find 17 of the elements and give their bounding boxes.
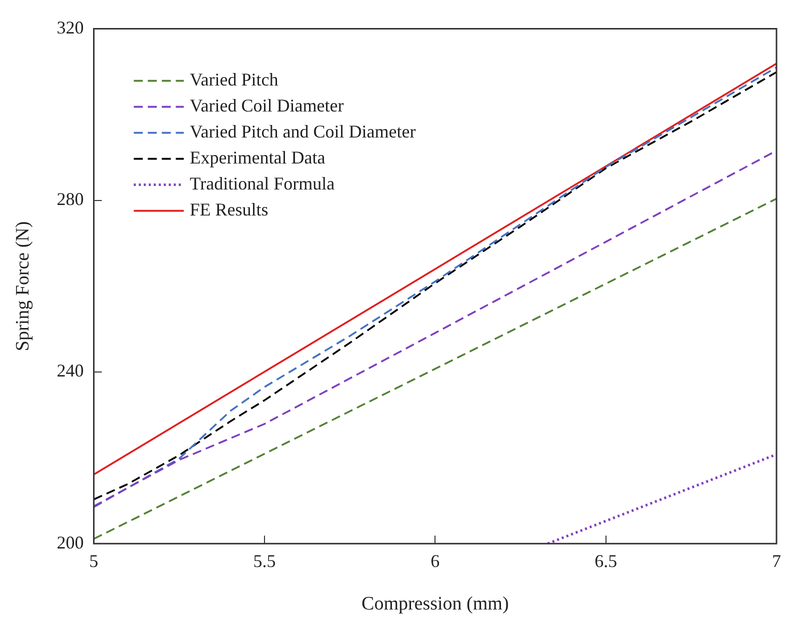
y-tick-label: 280 xyxy=(56,189,84,210)
y-tick-label: 240 xyxy=(56,360,84,381)
x-tick-label: 6 xyxy=(430,551,440,572)
y-tick-label: 200 xyxy=(56,532,84,552)
x-tick-label: 7 xyxy=(772,551,781,572)
legend-label: FE Results xyxy=(190,200,268,220)
x-axis-title: Compression (mm) xyxy=(362,594,509,615)
legend-label: Experimental Data xyxy=(190,148,326,168)
x-tick-label: 5 xyxy=(89,551,98,572)
legend-label: Traditional Formula xyxy=(190,174,335,194)
legend-label: Varied Coil Diameter xyxy=(190,96,344,116)
legend-label: Varied Pitch xyxy=(190,70,278,90)
x-tick-label: 5.5 xyxy=(253,551,276,572)
x-tick-label: 6.5 xyxy=(594,551,618,572)
y-axis-title: Spring Force (N) xyxy=(12,221,34,352)
y-tick-label: 320 xyxy=(56,18,84,38)
legend-label: Varied Pitch and Coil Diameter xyxy=(190,122,416,142)
